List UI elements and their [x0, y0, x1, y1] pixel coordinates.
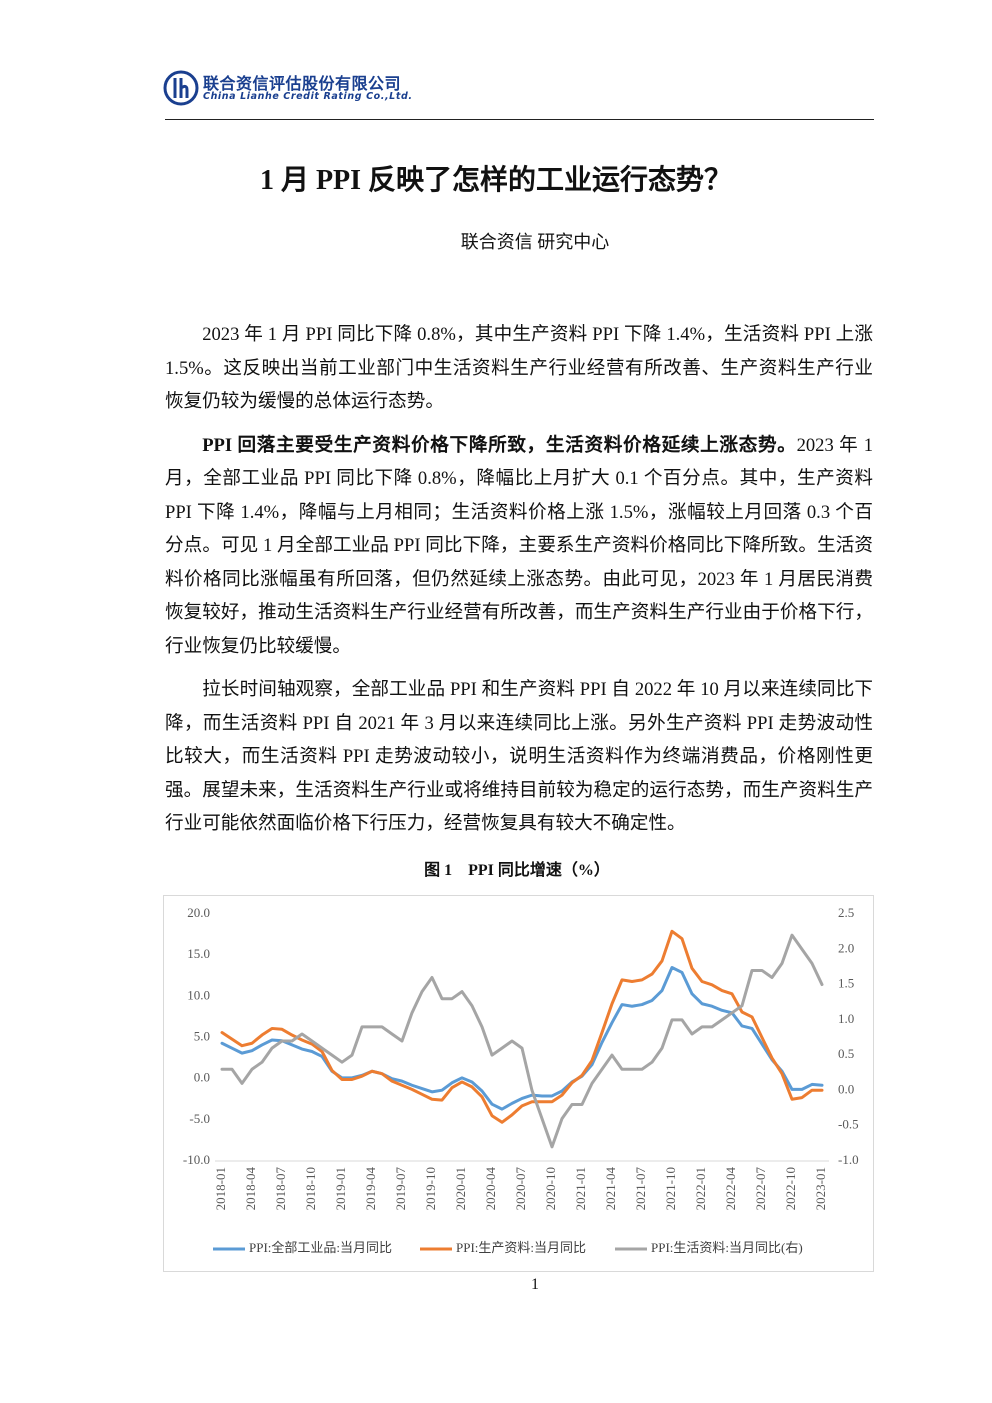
company-name-en: China Lianhe Credit Rating Co.,Ltd.: [203, 91, 413, 102]
x-tick-label: 2023-01: [813, 1167, 828, 1210]
x-tick-label: 2021-07: [633, 1167, 648, 1211]
y-tick-label: 0.0: [194, 1070, 210, 1085]
x-tick-label: 2019-01: [333, 1167, 348, 1210]
y2-tick-label: -0.5: [838, 1117, 859, 1132]
y2-tick-label: 1.0: [838, 1011, 854, 1026]
x-tick-label: 2022-04: [723, 1167, 738, 1211]
x-tick-label: 2018-10: [303, 1167, 318, 1210]
x-tick-label: 2019-04: [363, 1167, 378, 1211]
x-tick-label: 2020-07: [513, 1167, 528, 1211]
y-tick-label: -10.0: [183, 1152, 210, 1167]
x-tick-label: 2022-07: [753, 1167, 768, 1211]
chart: -10.0 -5.0 0.0 5.0 10.0 15.0 20.0 -1.0 -0.5 0.0 0.…: [163, 895, 874, 1272]
legend-label: PPI:生活资料:当月同比(右): [651, 1240, 803, 1255]
y2-tick-label: -1.0: [838, 1152, 859, 1167]
paragraph-text: 2023 年 1 月，全部工业品 PPI 同比下降 0.8%，降幅比上月扩大 0…: [165, 434, 873, 657]
doc-title: 1 月 PPI 反映了怎样的工业运行态势？: [259, 165, 733, 196]
x-tick-label: 2021-10: [663, 1167, 678, 1210]
x-tick-label: 2021-04: [603, 1167, 618, 1211]
x-tick-label: 2021-01: [573, 1167, 588, 1210]
y-tick-label: -5.0: [189, 1111, 210, 1126]
x-tick-label: 2019-07: [393, 1167, 408, 1211]
y-tick-label: 10.0: [187, 987, 210, 1002]
series-line: [220, 966, 824, 1111]
x-tick-label: 2020-04: [483, 1167, 498, 1211]
body-text: 2023 年 1 月 PPI 同比下降 0.8%，其中生产资料 PPI 下降 1…: [165, 318, 873, 851]
y2-tick-label: 1.5: [838, 976, 854, 991]
legend-label: PPI:全部工业品:当月同比: [249, 1240, 392, 1255]
logo-icon: [163, 70, 199, 106]
paragraph: 拉长时间轴观察，全部工业品 PPI 和生产资料 PPI 自 2022 年 10 …: [165, 679, 873, 834]
y2-tick-label: 0.5: [838, 1046, 854, 1061]
x-tick-label: 2018-01: [213, 1167, 228, 1210]
y-tick-label: 20.0: [187, 905, 210, 920]
x-tick-label: 2022-01: [693, 1167, 708, 1210]
y2-tick-label: 2.5: [838, 905, 854, 920]
page-number: 1: [531, 1276, 539, 1293]
y2-tick-label: 2.0: [838, 940, 854, 955]
legend-label: PPI:生产资料:当月同比: [456, 1240, 586, 1255]
company-name: 联合资信评估股份有限公司: [203, 74, 402, 93]
paragraph-lead: PPI 回落主要受生产资料价格下降所致，生活资料价格延续上涨态势。: [202, 434, 797, 456]
paragraph: 2023 年 1 月 PPI 同比下降 0.8%，其中生产资料 PPI 下降 1…: [165, 324, 873, 412]
x-tick-label: 2019-10: [423, 1167, 438, 1210]
x-tick-label: 2020-10: [543, 1167, 558, 1210]
y-tick-label: 15.0: [187, 946, 210, 961]
author: 联合资信 研究中心: [460, 232, 610, 252]
series-line: [220, 929, 824, 1124]
series-line: [220, 933, 824, 1149]
y2-tick-label: 0.0: [838, 1081, 854, 1096]
figure-caption: 图 1 PPI 同比增速（%）: [424, 862, 610, 879]
x-tick-label: 2020-01: [453, 1167, 468, 1210]
chart-border: [163, 895, 874, 1272]
x-tick-label: 2022-10: [783, 1167, 798, 1210]
x-tick-label: 2018-07: [273, 1167, 288, 1211]
paragraph: PPI 回落主要受生产资料价格下降所致，生活资料价格延续上涨态势。2023 年 …: [165, 429, 873, 664]
x-tick-label: 2018-04: [243, 1167, 258, 1211]
y-tick-label: 5.0: [194, 1028, 210, 1043]
header-rule: [165, 119, 874, 120]
